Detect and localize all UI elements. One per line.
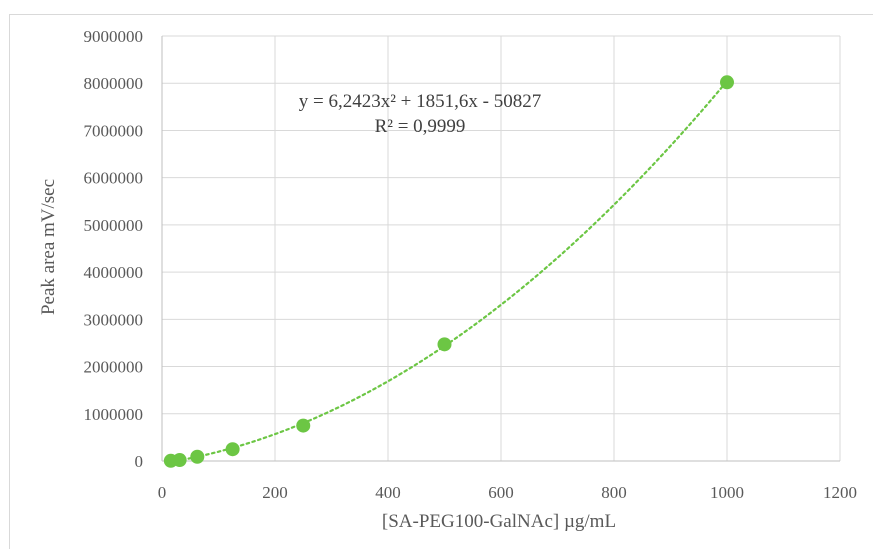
y-tick-label: 9000000 [84,27,144,46]
y-tick-label: 4000000 [84,263,144,282]
data-point [720,75,734,90]
y-tick-label: 7000000 [84,121,144,140]
x-axis-title: [SA-PEG100-GalNAc] µg/mL [382,511,616,532]
y-tick-label: 2000000 [84,358,144,377]
data-point [225,442,240,457]
y-tick-label: 1000000 [84,405,144,424]
x-tick-label: 400 [375,483,401,502]
x-tick-label: 0 [158,483,167,502]
x-tick-label: 800 [601,483,627,502]
y-tick-label: 5000000 [84,216,144,235]
x-tick-label: 1000 [710,483,744,502]
trendline [169,80,729,463]
data-points [163,75,734,468]
y-axis-title: Peak area mV/sec [38,179,59,315]
x-tick-label: 1200 [823,483,857,502]
x-tick-label: 600 [488,483,514,502]
chart-frame [9,14,873,549]
trendline-equation: y = 6,2423x² + 1851,6x - 50827 [299,91,541,112]
x-tick-label: 200 [262,483,288,502]
r-squared-label: R² = 0,9999 [375,116,466,137]
y-tick-label: 0 [135,452,144,471]
y-tick-label: 3000000 [84,310,144,329]
y-tick-labels: 0 1000000 2000000 3000000 4000000 5000000 6000… [84,27,144,471]
data-point [437,337,452,352]
data-point [190,449,205,464]
y-tick-label: 8000000 [84,74,144,93]
axes [161,36,840,462]
x-tick-labels: 0 200 400 600 800 1000 1200 [158,483,857,502]
grid-lines [162,35,841,461]
data-point [296,418,311,433]
data-point [172,453,187,468]
y-tick-label: 6000000 [84,169,144,188]
